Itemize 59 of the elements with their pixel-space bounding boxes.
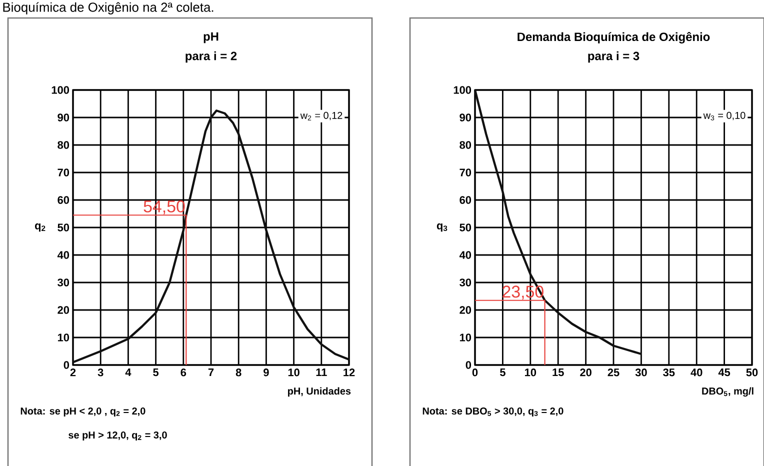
y-tick-label: 0 [64,361,70,369]
x-axis-title: pH, Unidades [288,387,351,397]
y-axis-title: q$_{2}$ [35,223,46,232]
x-tick-label: 12 [344,368,355,376]
y-tick-label: 20 [58,306,70,314]
x-tick-label: 4 [125,368,132,376]
x-tick-label: 30 [635,368,647,376]
y-tick-label: 10 [58,334,70,342]
y-tick-label: 20 [460,306,472,314]
chart-subtitle: para i = 2 [186,51,237,63]
x-tick-label: 10 [288,368,300,376]
x-tick-label: 15 [552,368,564,376]
x-tick-label: 50 [746,368,758,376]
x-axis-title: DBO$_{5}$, mg/l [702,387,754,397]
x-tick-label: 9 [264,368,269,376]
y-tick-label: 60 [460,196,472,204]
y-tick-label: 90 [460,114,472,122]
chart-subtitle: para i = 3 [588,51,640,63]
x-tick-label: 45 [718,368,730,376]
y-tick-label: 50 [460,224,472,232]
y-tick-label: 80 [58,141,70,149]
x-tick-label: 20 [580,368,592,376]
x-tick-label: 7 [208,368,214,376]
x-tick-label: 6 [180,368,186,376]
x-tick-label: 40 [690,368,702,376]
y-tick-label: 100 [52,86,70,94]
chart-title: Demanda Bioquímica de Oxigênio [518,32,710,44]
y-tick-label: 50 [58,224,70,232]
y-tick-label: 10 [460,334,472,342]
annotation: w$_{2}$ = 0,12 [300,112,342,120]
annotation: w$_{3}$ = 0,10 [703,112,746,120]
text: Nota: se DBO$_{5}$ > 30,0, q$_{3}$ = 2,0 [422,407,564,417]
y-tick-label: 30 [58,278,70,286]
y-tick-label: 40 [459,251,472,259]
text: Nota: se pH < 2,0 , q$_{2}$ = 2,0 [20,407,146,417]
y-axis-title: q$_{3}$ [436,223,448,232]
chart-title: pH [204,32,218,44]
y-tick-label: 40 [57,251,70,259]
x-tick-label: 8 [236,368,242,376]
x-tick-label: 35 [663,368,675,376]
x-tick-label: 3 [98,368,104,376]
x-tick-label: 5 [500,368,506,376]
text: se pH > 12,0, q$_{2}$ = 3,0 [68,431,167,441]
y-tick-label: 80 [460,141,472,149]
x-tick-label: 25 [608,368,620,376]
x-tick-label: 0 [472,368,478,376]
x-tick-label: 10 [525,368,536,376]
y-tick-label: 60 [58,196,70,204]
x-tick-label: 11 [316,368,327,376]
x-tick-label: 2 [70,368,76,376]
y-tick-label: 70 [460,168,472,176]
y-tick-label: 0 [466,361,472,369]
y-tick-label: 70 [58,168,70,176]
line-series [72,110,350,364]
text: Bioquímica de Oxigênio na 2ª coleta. [3,2,214,14]
x-tick-label: 5 [153,368,159,376]
y-tick-label: 100 [454,86,472,94]
y-tick-label: 90 [58,114,70,122]
y-tick-label: 30 [460,278,472,286]
